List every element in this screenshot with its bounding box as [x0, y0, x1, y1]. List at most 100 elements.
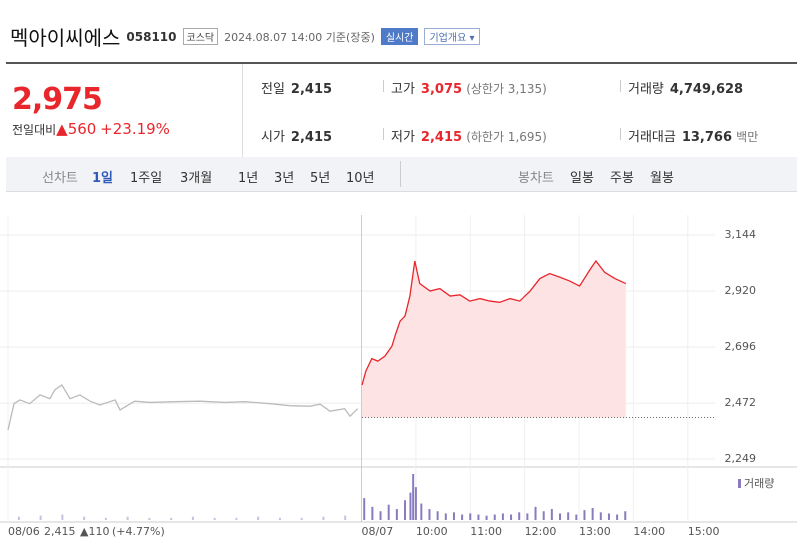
stat-value: 4,749,628	[669, 82, 744, 97]
tab-label: 선차트	[42, 171, 78, 186]
period-tab[interactable]: 10년	[346, 171, 375, 186]
y-tick-label: 2,920	[725, 284, 757, 297]
volume-bar	[607, 513, 610, 520]
volume-bar	[409, 492, 412, 520]
quote-box: 2,975 전일대비▲560 +23.19% 전일 2,415 고가 3,075 (상…	[6, 62, 797, 158]
volume-bar	[235, 517, 238, 520]
stock-code: 058110	[126, 29, 177, 44]
volume-bar	[493, 514, 496, 520]
volume-bar	[278, 517, 281, 520]
realtime-button[interactable]: 실시간	[380, 28, 419, 45]
volume-bar	[550, 509, 553, 520]
volume-bar	[575, 514, 578, 520]
volume-bar	[461, 514, 464, 520]
volume-bar	[322, 516, 325, 520]
stat-label: 거래대금	[628, 130, 676, 145]
stat-label: 고가	[391, 82, 415, 97]
x-tick-label: 08/06	[8, 525, 40, 538]
y-tick-label: 2,472	[725, 396, 757, 409]
period-tab[interactable]: 1주일	[130, 171, 163, 186]
stat-label: 전일	[261, 82, 285, 97]
change-value: ▲560	[56, 120, 97, 138]
volume-bar	[583, 510, 586, 520]
volume-bar	[469, 513, 472, 520]
stat: 시가 2,415	[261, 126, 332, 145]
volume-bar	[395, 509, 398, 520]
volume-bar	[83, 516, 86, 520]
volume-bar	[257, 516, 260, 520]
tab-divider	[400, 161, 401, 187]
candle-tab[interactable]: 월봉	[650, 171, 674, 186]
stat-value: 3,075	[420, 82, 463, 97]
volume-legend-swatch	[738, 479, 741, 488]
stats: 전일 2,415 고가 3,075 (상한가 3,135) 거래량 4,749,628 시가…	[242, 64, 797, 157]
period-tab[interactable]: 1일	[92, 171, 114, 186]
x-tick-label: 12:00	[525, 525, 557, 538]
candle-tab[interactable]: 일봉	[570, 171, 594, 186]
volume-bar	[379, 511, 382, 520]
volume-bar	[404, 500, 407, 520]
y-tick-label: 3,144	[725, 228, 757, 241]
volume-bar	[191, 516, 194, 520]
volume-legend: 거래량	[744, 477, 774, 490]
change-label: 전일대비	[12, 123, 57, 137]
x-tick-label: 14:00	[633, 525, 665, 538]
price: 2,975	[12, 82, 103, 117]
stat-value: 2,415	[290, 130, 333, 145]
tab-label: 봉차트	[518, 171, 554, 186]
price-line	[7, 383, 359, 431]
candle-tab[interactable]: 주봉	[610, 171, 634, 186]
volume-bar	[300, 517, 303, 520]
volume-bar	[363, 498, 366, 520]
stat-note: (하한가 1,695)	[466, 130, 547, 144]
prev-change: ▲110	[80, 525, 109, 538]
volume-bar	[559, 513, 562, 520]
volume-bar	[510, 514, 513, 520]
volume-bar	[414, 487, 417, 520]
change: 전일대비▲560 +23.19%	[12, 120, 170, 138]
stat-note: 백만	[736, 130, 759, 144]
datetime: 2024.08.07 14:00 기준(장중)	[224, 30, 375, 44]
y-tick-label: 2,696	[725, 340, 757, 353]
volume-bar	[428, 509, 431, 520]
period-tab[interactable]: 1년	[238, 171, 259, 186]
divider	[620, 80, 621, 92]
volume-bar	[534, 506, 537, 520]
change-pct: +23.19%	[100, 120, 170, 138]
volume-bar	[485, 515, 488, 520]
volume-bar	[591, 507, 594, 520]
header: 멕아이씨에스 058110 코스닥 2024.08.07 14:00 기준(장중…	[10, 22, 480, 51]
x-tick-label: 11:00	[470, 525, 502, 538]
volume-bar	[170, 517, 173, 520]
volume-bar	[616, 514, 619, 520]
tab-bar: 선차트 1일 1주일 3개월 1년 3년 5년 10년 봉차트 일봉 주봉 월봉	[6, 157, 797, 192]
price-line	[361, 259, 627, 386]
y-tick-label: 2,249	[725, 452, 757, 465]
volume-bar	[39, 515, 42, 520]
volume-bar	[61, 514, 64, 520]
x-tick-label: 13:00	[579, 525, 611, 538]
period-tab[interactable]: 5년	[310, 171, 331, 186]
stat-label: 시가	[261, 130, 285, 145]
volume-bar	[518, 512, 521, 520]
volume-bar	[624, 511, 627, 520]
stat-label: 거래량	[628, 82, 664, 97]
volume-bar	[412, 474, 415, 520]
prev-price: 2,415	[44, 525, 76, 538]
volume-bar	[444, 513, 447, 520]
volume-bar	[501, 513, 504, 520]
stat: 저가 2,415 (하한가 1,695)	[383, 126, 547, 145]
area	[362, 261, 626, 418]
market-badge: 코스닥	[182, 28, 219, 45]
volume-bar	[17, 516, 20, 520]
stat-value: 2,415	[290, 82, 333, 97]
period-tab[interactable]: 3년	[274, 171, 295, 186]
volume-bar	[599, 512, 602, 520]
volume-bar	[344, 515, 347, 520]
period-tab[interactable]: 3개월	[180, 171, 213, 186]
stat-note: (상한가 3,135)	[466, 82, 547, 96]
stat: 거래대금 13,766 백만	[620, 126, 759, 145]
stat: 고가 3,075 (상한가 3,135)	[383, 78, 547, 97]
overview-button[interactable]: 기업개요 ▾	[424, 28, 480, 45]
